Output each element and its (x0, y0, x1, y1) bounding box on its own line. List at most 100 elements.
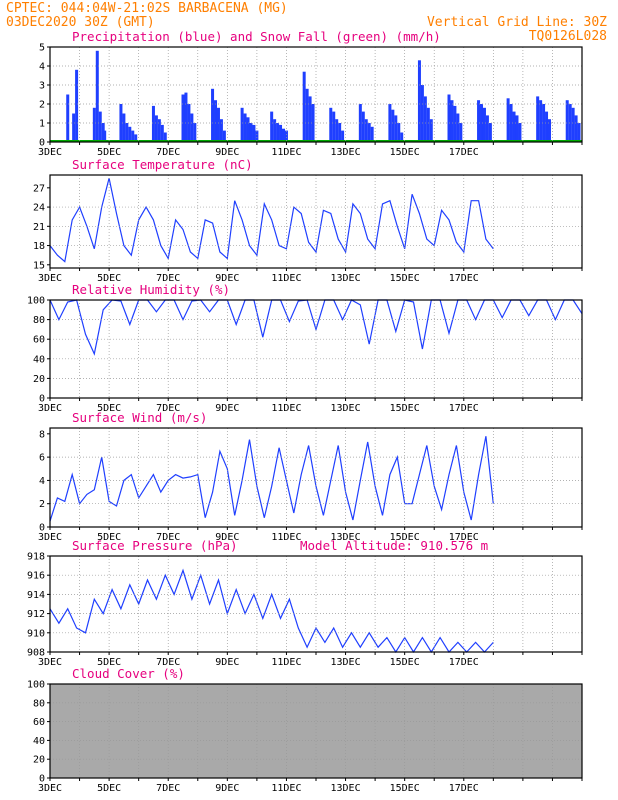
header-model-code: TQ0126L028 (529, 29, 607, 44)
cloud-area (50, 684, 582, 778)
y-tick-label: 60 (33, 335, 45, 346)
precip-bar (577, 123, 581, 142)
x-tick-label: 3DEC (38, 532, 62, 543)
x-tick-label: 3DEC (38, 657, 62, 668)
precip-bar (488, 123, 492, 142)
precip-bar (364, 119, 368, 142)
precip-bar (134, 134, 138, 142)
y-tick-label: 27 (33, 183, 45, 194)
precip-bar (515, 115, 519, 142)
x-tick-label: 17DEC (449, 273, 479, 284)
precip-bar (565, 100, 569, 142)
precip-bar (329, 107, 333, 142)
precip-bar (394, 115, 398, 142)
precip-bar (184, 92, 188, 142)
precip-bar (72, 113, 76, 142)
precip-bar (157, 119, 161, 142)
precip-bar (459, 123, 463, 142)
precip-bar (128, 126, 132, 142)
y-tick-label: 20 (33, 374, 45, 385)
y-tick-label: 40 (33, 354, 45, 365)
x-tick-label: 13DEC (331, 783, 361, 794)
y-tick-label: 0 (39, 138, 45, 149)
x-tick-label: 15DEC (390, 273, 420, 284)
x-tick-label: 13DEC (331, 147, 361, 158)
y-tick-label: 24 (33, 203, 45, 214)
precip-bar (450, 100, 454, 142)
y-tick-label: 4 (39, 62, 45, 73)
x-tick-label: 5DEC (97, 532, 121, 543)
x-tick-label: 17DEC (449, 783, 479, 794)
precip-bar (542, 104, 546, 142)
precip-bar (181, 94, 185, 142)
precip-bar (420, 85, 424, 142)
precip-bar (370, 126, 374, 142)
panel-title: Cloud Cover (%) (72, 666, 185, 681)
x-tick-label: 7DEC (156, 273, 180, 284)
y-tick-label: 916 (27, 571, 45, 582)
precip-bar (391, 109, 395, 142)
panel-3: Surface Wind (m/s) 0 2 4 6 8 3DEC 5DEC 7DEC 9DEC 1… (38, 410, 583, 543)
y-tick-label: 4 (39, 476, 45, 487)
precip-bar (423, 96, 427, 142)
y-tick-label: 60 (33, 717, 45, 728)
precip-bar (193, 123, 197, 142)
x-tick-label: 15DEC (390, 657, 420, 668)
x-tick-label: 5DEC (97, 147, 121, 158)
precip-bar (270, 111, 274, 142)
precip-bar (279, 124, 283, 142)
precip-bar (281, 128, 285, 142)
precip-bar (219, 119, 223, 142)
precip-bar (536, 96, 540, 142)
x-tick-label: 11DEC (271, 403, 301, 414)
y-tick-label: 0 (39, 774, 45, 785)
y-tick-label: 912 (27, 609, 45, 620)
precip-bar (456, 113, 460, 142)
precip-bar (509, 104, 513, 142)
series-line (49, 436, 494, 522)
precip-bar (338, 123, 342, 142)
x-tick-label: 7DEC (156, 403, 180, 414)
precip-bar (539, 100, 543, 142)
precip-bar (252, 124, 256, 142)
precip-bar (154, 115, 158, 142)
header-location: CPTEC: 044:04W-21:02S BARBACENA (MG) (6, 1, 288, 16)
panel-title: Relative Humidity (%) (72, 282, 230, 297)
x-tick-label: 13DEC (331, 532, 361, 543)
precip-bar (75, 69, 79, 142)
x-tick-label: 17DEC (449, 147, 479, 158)
x-tick-label: 15DEC (390, 532, 420, 543)
x-tick-label: 9DEC (215, 147, 239, 158)
precip-bar (163, 132, 167, 142)
precip-bar (125, 123, 129, 142)
precip-bar (302, 71, 306, 142)
precip-bar (358, 104, 362, 142)
x-tick-label: 11DEC (271, 657, 301, 668)
y-tick-label: 80 (33, 698, 45, 709)
precip-bar (512, 111, 516, 142)
panel-title: Surface Temperature (nC) (72, 157, 253, 172)
precip-bar (66, 94, 70, 142)
y-tick-label: 2 (39, 100, 45, 111)
x-tick-label: 7DEC (156, 657, 180, 668)
header-datetime: 03DEC2020 30Z (GMT) (6, 15, 155, 30)
precip-bar (160, 124, 164, 142)
x-tick-label: 15DEC (390, 403, 420, 414)
precip-bar (367, 123, 371, 142)
x-tick-label: 11DEC (271, 532, 301, 543)
header-vertical-grid: Vertical Grid Line: 30Z (427, 15, 607, 30)
x-tick-label: 13DEC (331, 657, 361, 668)
x-tick-label: 7DEC (156, 532, 180, 543)
x-tick-label: 9DEC (215, 657, 239, 668)
y-tick-label: 910 (27, 628, 45, 639)
y-tick-label: 8 (39, 429, 45, 440)
precip-bar (284, 130, 288, 142)
y-tick-label: 18 (33, 241, 45, 252)
precip-bar (98, 111, 102, 142)
x-tick-label: 3DEC (38, 403, 62, 414)
precip-bar (361, 111, 365, 142)
y-tick-label: 1 (39, 119, 45, 130)
panel-0: Precipitation (blue) and Snow Fall (gree… (38, 29, 583, 158)
x-tick-label: 9DEC (215, 532, 239, 543)
precip-bar (214, 100, 218, 142)
